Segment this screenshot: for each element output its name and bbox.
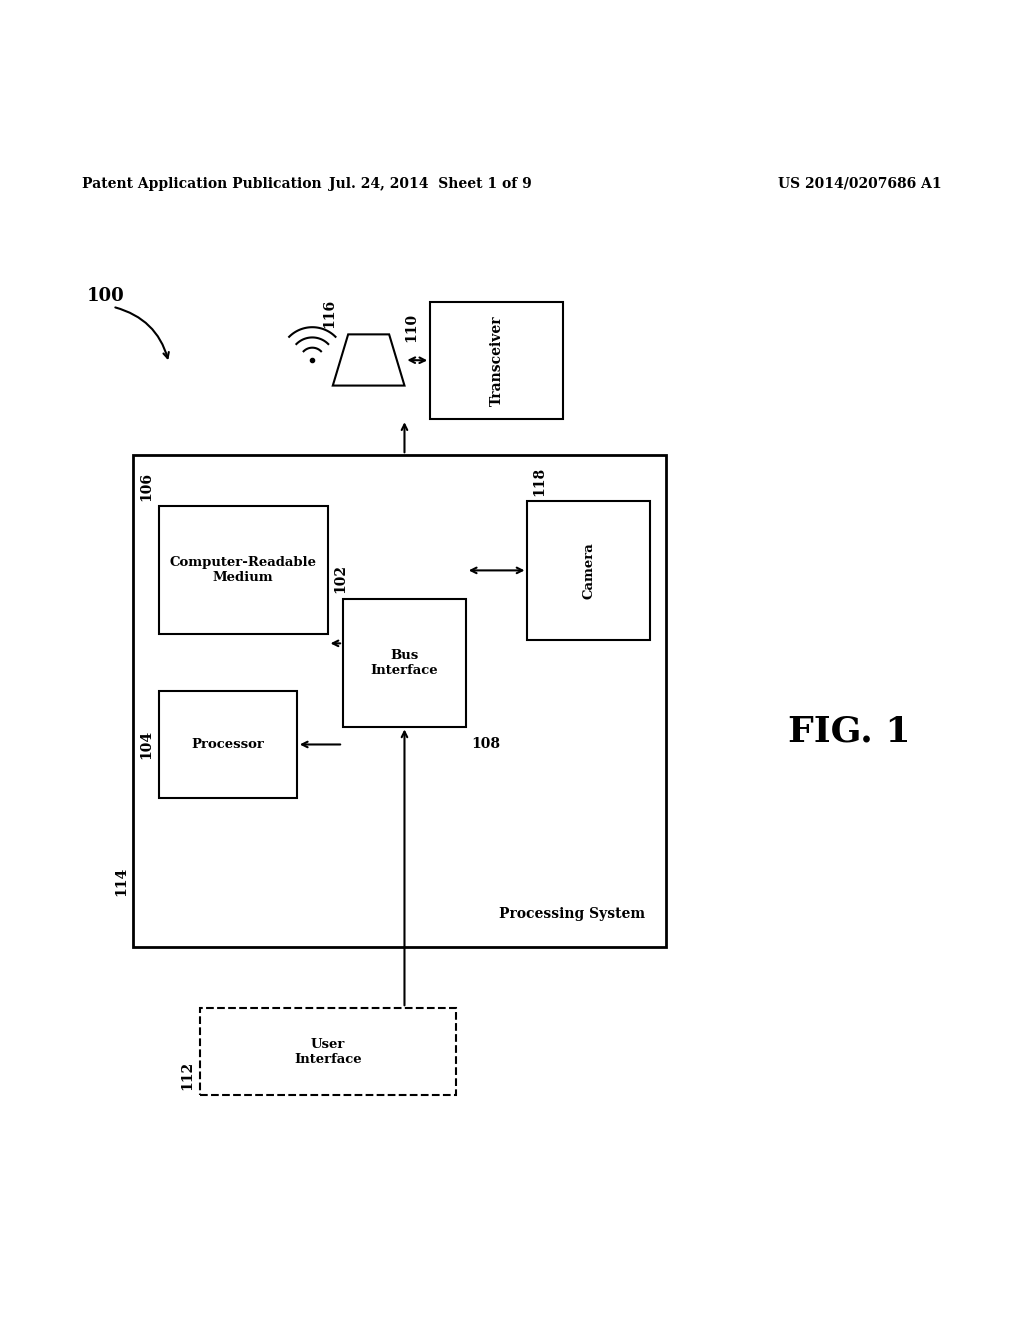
FancyBboxPatch shape	[159, 690, 297, 799]
Text: 100: 100	[87, 288, 125, 305]
Text: 116: 116	[323, 300, 337, 329]
Text: 102: 102	[333, 565, 347, 594]
Text: 108: 108	[471, 737, 500, 751]
Text: Bus
Interface: Bus Interface	[371, 648, 438, 677]
Text: Camera: Camera	[583, 543, 595, 599]
Text: US 2014/0207686 A1: US 2014/0207686 A1	[778, 177, 942, 191]
FancyBboxPatch shape	[200, 1008, 456, 1096]
Text: User
Interface: User Interface	[294, 1038, 361, 1065]
Text: FIG. 1: FIG. 1	[788, 714, 911, 748]
Text: Computer-Readable
Medium: Computer-Readable Medium	[170, 557, 316, 585]
Text: Processor: Processor	[191, 738, 264, 751]
FancyBboxPatch shape	[527, 502, 650, 639]
FancyBboxPatch shape	[159, 507, 328, 635]
Text: Processing System: Processing System	[499, 907, 645, 921]
Text: Jul. 24, 2014  Sheet 1 of 9: Jul. 24, 2014 Sheet 1 of 9	[329, 177, 531, 191]
Text: Patent Application Publication: Patent Application Publication	[82, 177, 322, 191]
Polygon shape	[333, 334, 404, 385]
Text: 118: 118	[532, 467, 547, 496]
Text: 114: 114	[114, 866, 128, 895]
FancyBboxPatch shape	[343, 598, 466, 726]
FancyBboxPatch shape	[133, 455, 666, 946]
Text: Transceiver: Transceiver	[489, 315, 504, 405]
Text: 112: 112	[180, 1061, 195, 1090]
Text: 106: 106	[139, 473, 154, 502]
Text: 110: 110	[404, 313, 419, 342]
Text: 104: 104	[139, 730, 154, 759]
FancyBboxPatch shape	[430, 301, 563, 420]
